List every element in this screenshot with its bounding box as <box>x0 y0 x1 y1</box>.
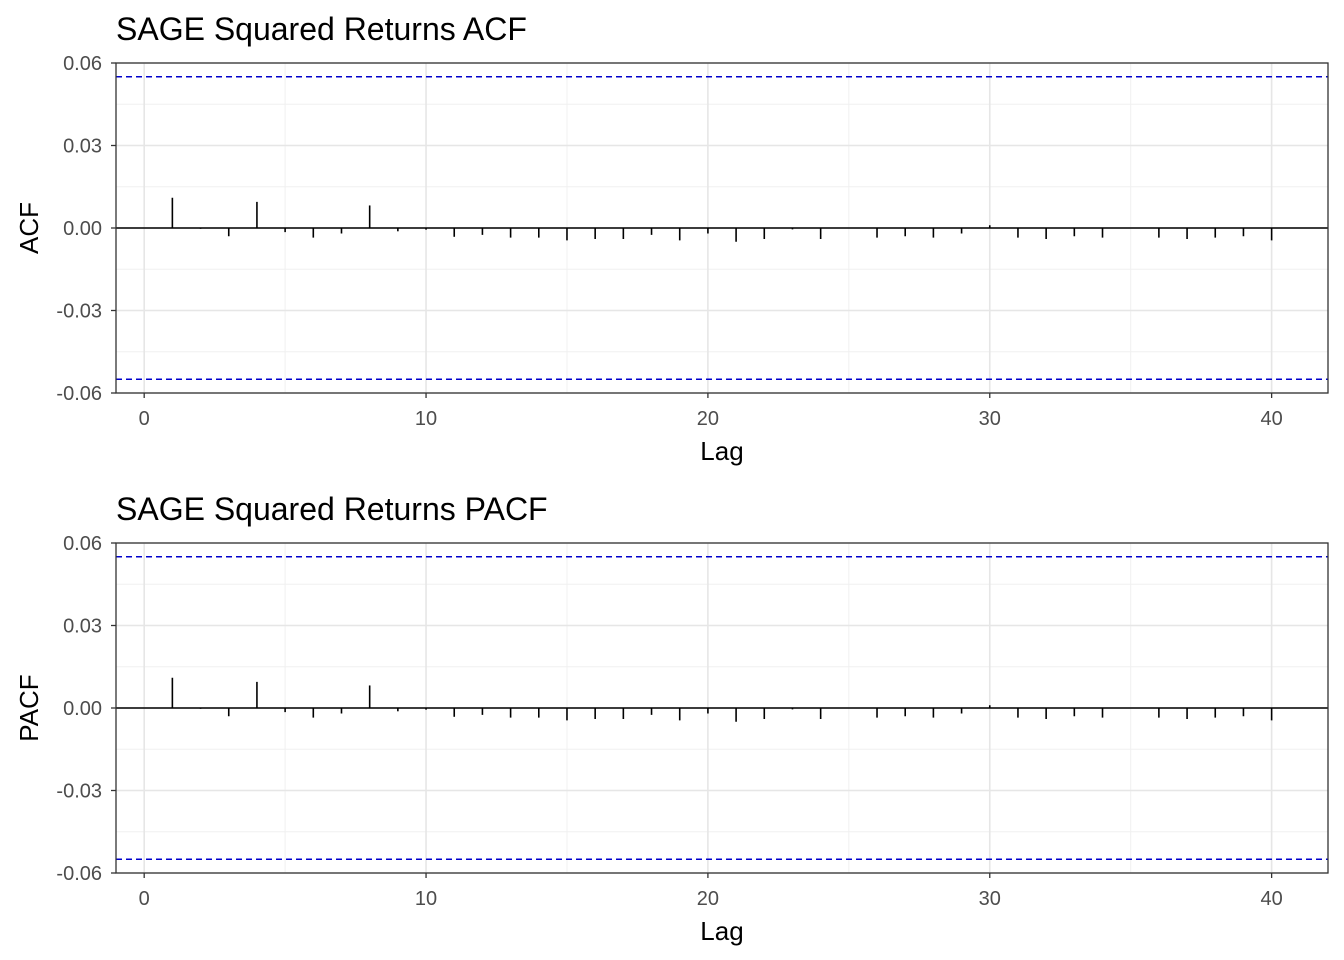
y-axis-title: PACF <box>14 674 44 741</box>
x-tick-label: 10 <box>415 408 437 430</box>
chart-title: SAGE Squared Returns PACF <box>116 491 548 527</box>
y-tick-label: 0.06 <box>63 53 102 75</box>
x-tick-label: 40 <box>1261 888 1283 910</box>
x-tick-label: 30 <box>979 408 1001 430</box>
x-axis-title: Lag <box>700 436 743 466</box>
x-tick-label: 10 <box>415 888 437 910</box>
x-tick-label: 40 <box>1261 408 1283 430</box>
y-tick-label: 0.06 <box>63 533 102 555</box>
x-tick-label: 30 <box>979 888 1001 910</box>
x-tick-label: 0 <box>139 408 150 430</box>
chart-title: SAGE Squared Returns ACF <box>116 11 527 47</box>
y-tick-label: -0.03 <box>56 301 102 323</box>
y-tick-label: 0.00 <box>63 698 102 720</box>
x-tick-label: 20 <box>697 408 719 430</box>
x-axis-title: Lag <box>700 916 743 946</box>
x-tick-label: 0 <box>139 888 150 910</box>
y-tick-label: 0.03 <box>63 136 102 158</box>
y-tick-label: -0.06 <box>56 863 102 885</box>
y-tick-label: 0.03 <box>63 616 102 638</box>
y-tick-label: -0.03 <box>56 781 102 803</box>
x-tick-label: 20 <box>697 888 719 910</box>
y-tick-label: 0.00 <box>63 218 102 240</box>
y-tick-label: -0.06 <box>56 383 102 405</box>
chart-panel-acf: -0.06 -0.03 0.00 0.03 0.06 0 10 20 30 40 SAGE Squa… <box>14 11 1329 466</box>
chart-panel-pacf: -0.06 -0.03 0.00 0.03 0.06 0 10 20 30 40 SAGE Squa… <box>14 491 1329 946</box>
y-axis-title: ACF <box>14 202 44 254</box>
